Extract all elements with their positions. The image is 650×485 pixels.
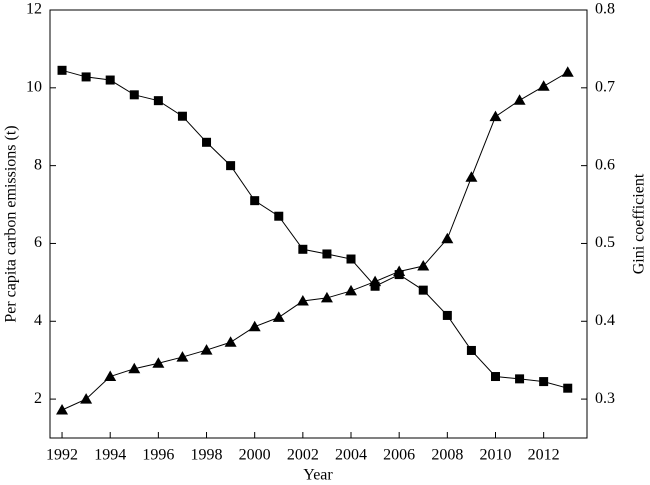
y2-tick-label: 0.8	[595, 1, 615, 18]
marker-triangle	[441, 232, 454, 244]
marker-square	[298, 244, 308, 254]
y-tick-label: 8	[34, 156, 42, 173]
marker-square	[466, 345, 476, 355]
marker-square	[226, 161, 236, 171]
y2-tick-label: 0.3	[595, 390, 615, 407]
x-tick-label: 2012	[528, 447, 560, 464]
marker-triangle	[200, 344, 213, 355]
marker-triangle	[320, 291, 333, 303]
x-tick-label: 2008	[431, 447, 463, 464]
y-axis-label: Per capita carbon emissions (t)	[3, 125, 20, 322]
marker-triangle	[561, 66, 574, 77]
marker-triangle	[393, 265, 406, 276]
marker-triangle	[224, 336, 237, 347]
y2-axis-label: Gini coefficient	[631, 173, 648, 274]
marker-triangle	[272, 311, 285, 322]
x-axis-label: Year	[303, 467, 333, 484]
y2-tick-label: 0.5	[595, 234, 615, 251]
marker-square	[442, 310, 452, 320]
marker-square	[177, 111, 187, 121]
marker-square	[129, 90, 139, 100]
y-tick-label: 10	[26, 78, 42, 95]
marker-square	[202, 137, 212, 147]
marker-triangle	[128, 362, 141, 374]
y-tick-label: 4	[34, 312, 42, 329]
x-tick-label: 1998	[191, 447, 223, 464]
x-tick-label: 2006	[383, 447, 415, 464]
x-tick-label: 2004	[335, 447, 367, 464]
y-tick-label: 6	[34, 234, 42, 251]
marker-square	[57, 65, 67, 75]
marker-triangle	[537, 80, 550, 91]
marker-square	[322, 249, 332, 259]
marker-triangle	[345, 284, 358, 296]
marker-square	[153, 96, 163, 106]
marker-triangle	[104, 370, 117, 382]
marker-square	[81, 72, 91, 82]
y-tick-label: 12	[26, 1, 42, 18]
series-line	[61, 69, 568, 389]
marker-triangle	[489, 110, 502, 122]
marker-triangle	[296, 295, 309, 306]
marker-square	[515, 374, 525, 384]
marker-triangle	[56, 403, 69, 415]
y2-tick-label: 0.4	[595, 312, 615, 329]
marker-square	[274, 211, 284, 221]
marker-square	[418, 285, 428, 295]
x-tick-label: 2010	[479, 447, 511, 464]
marker-square	[346, 254, 356, 264]
marker-triangle	[465, 171, 478, 182]
marker-triangle	[369, 275, 382, 287]
x-tick-label: 1996	[142, 447, 174, 464]
marker-triangle	[152, 357, 165, 368]
x-tick-label: 2002	[287, 447, 319, 464]
x-tick-label: 1992	[46, 447, 78, 464]
marker-square	[490, 372, 500, 382]
x-tick-label: 2000	[239, 447, 271, 464]
plot-frame	[49, 9, 588, 439]
marker-square	[563, 383, 573, 393]
marker-triangle	[248, 320, 261, 332]
marker-triangle	[80, 393, 93, 404]
y2-tick-label: 0.7	[595, 78, 615, 95]
marker-triangle	[417, 260, 430, 271]
y2-tick-label: 0.6	[595, 156, 615, 173]
marker-square	[370, 281, 380, 291]
marker-square	[250, 196, 260, 206]
marker-triangle	[513, 94, 526, 105]
x-tick-label: 1994	[94, 447, 126, 464]
marker-square	[105, 75, 115, 85]
series-line	[61, 71, 568, 411]
y-tick-label: 2	[34, 390, 42, 407]
marker-triangle	[176, 351, 189, 362]
marker-square	[539, 377, 549, 387]
